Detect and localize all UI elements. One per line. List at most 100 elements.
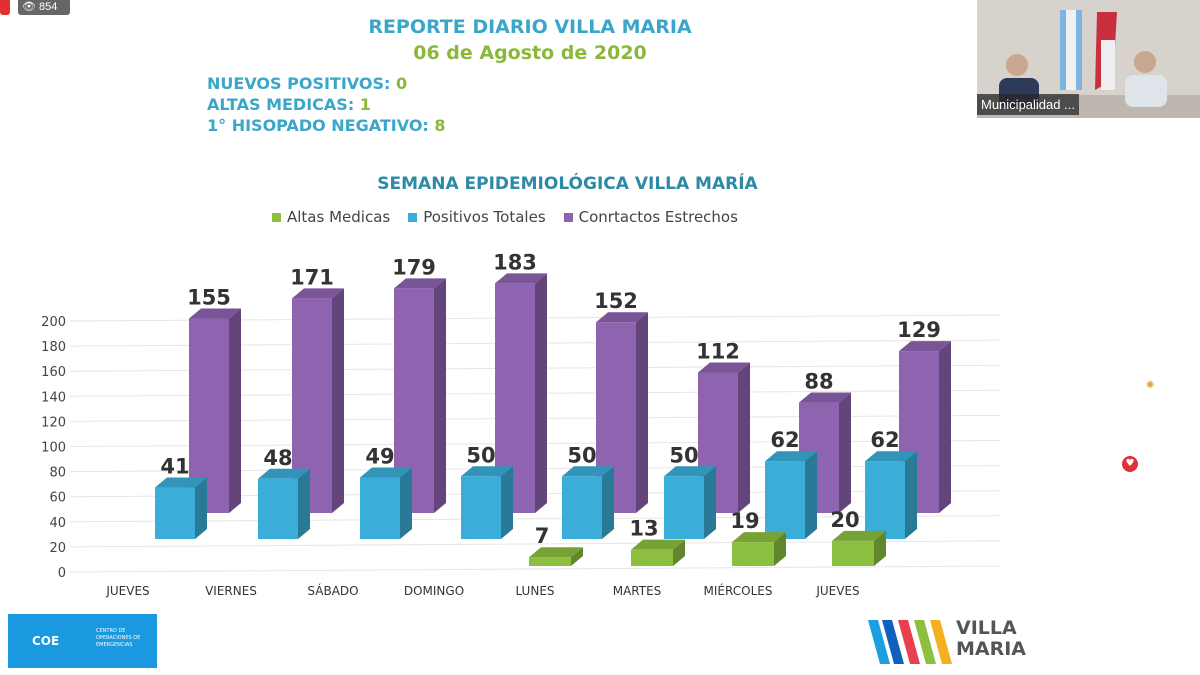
bar-top [832,530,886,541]
bar-side [602,466,614,539]
data-label: 48 [263,446,292,470]
bar-front [360,477,400,539]
stat-hisopado-negativo: 1° HISOPADO NEGATIVO: 8 [207,116,446,135]
bar-positivos-totales [360,467,412,539]
bar-front [832,540,874,566]
x-tick-label: MIÉRCOLES [704,583,773,598]
data-label: 152 [594,289,638,313]
bar-side [673,539,685,566]
data-label: 88 [804,370,833,394]
eye-icon: 👁 [22,1,36,13]
bar-top [292,288,344,299]
bar-side [839,392,851,513]
bar-positivos-totales [461,466,513,539]
stat-altas-medicas: ALTAS MEDICAS: 1 [207,95,371,114]
bar-top [899,341,951,352]
y-tick-label: 180 [41,340,66,355]
bar-altas-medicas [529,547,583,566]
report-date: 06 de Agosto de 2020 [413,42,647,64]
bar-altas-medicas [832,530,886,566]
x-tick-label: VIERNES [205,584,257,598]
bar-top [495,273,547,284]
participant-name: Municipalidad ... [977,94,1079,115]
bar-side [400,467,412,539]
reaction-icon: ✺ [1146,380,1155,391]
heart-reaction-icon: ♥ [1122,456,1138,472]
data-label: 41 [160,455,189,479]
bar-positivos-totales [258,468,310,539]
bar-front [732,542,774,566]
bar-side [195,477,207,539]
report-title: REPORTE DIARIO VILLA MARIA [368,16,692,38]
chart-legend: Altas Medicas Positivos Totales Conrtact… [272,208,738,226]
y-tick-label: 80 [49,466,66,481]
bar-side [535,273,547,513]
y-tick-label: 120 [41,415,66,430]
x-tick-label: DOMINGO [404,584,464,598]
view-count: 👁 854 [18,0,70,15]
bar-side [805,451,817,539]
data-label: 50 [466,443,495,467]
bar-top [799,392,851,403]
video-participant-tile[interactable]: Municipalidad ... [977,0,1200,118]
bar-altas-medicas [631,539,685,566]
data-label: 50 [567,443,596,467]
bar-side [704,466,716,539]
bar-positivos-totales [562,466,614,539]
data-label: 171 [290,265,334,289]
bar-conrtactos-estrechos [596,312,648,513]
stat-nuevos-positivos: NUEVOS POSITIVOS: 0 [207,74,408,93]
bar-top [698,362,750,373]
bar-front [865,461,905,539]
gridline [69,565,1001,573]
legend-item-positivos: Positivos Totales [408,208,546,226]
x-tick-label: MARTES [613,584,662,598]
data-label: 7 [535,524,550,548]
data-label: 112 [696,339,740,363]
bar-positivos-totales [155,477,207,539]
legend-item-contactos: Conrtactos Estrechos [563,208,738,226]
y-tick-label: 20 [49,541,66,556]
bar-side [905,451,917,539]
bar-side [738,362,750,513]
y-tick-label: 40 [49,516,66,531]
y-tick-label: 0 [58,566,66,581]
bar-side [434,278,446,513]
bar-front [664,476,704,539]
bar-side [939,341,951,513]
y-tick-label: 60 [49,491,66,506]
bar-front [631,549,673,566]
bar-side [229,308,241,513]
bar-top [155,477,207,488]
data-label: 183 [493,250,537,274]
coe-logo: COE CENTRO DE OPERACIONES DE EMERGENCIAS [8,614,157,668]
bar-top [664,466,716,477]
bar-positivos-totales [765,451,817,539]
live-badge [0,0,10,15]
data-label: 13 [629,517,658,541]
data-label: 62 [770,428,799,452]
legend-item-altas: Altas Medicas [272,208,390,226]
data-label: 179 [392,255,436,279]
bar-top [596,312,648,323]
y-tick-label: 140 [41,390,66,405]
bar-front [155,487,195,539]
bar-top [529,547,583,558]
data-label: 19 [730,509,759,533]
bar-side [501,466,513,539]
bar-top [394,278,446,289]
bar-front [258,478,298,539]
y-tick-label: 100 [41,441,66,456]
bar-front [529,557,571,566]
x-tick-label: JUEVES [105,584,149,598]
y-tick-label: 160 [41,365,66,380]
bar-positivos-totales [664,466,716,539]
bar-side [332,288,344,513]
bar-front [765,461,805,539]
bar-top [562,466,614,477]
bar-top [461,466,513,477]
gridline [69,515,1001,523]
data-label: 129 [897,318,941,342]
bar-top [865,451,917,462]
